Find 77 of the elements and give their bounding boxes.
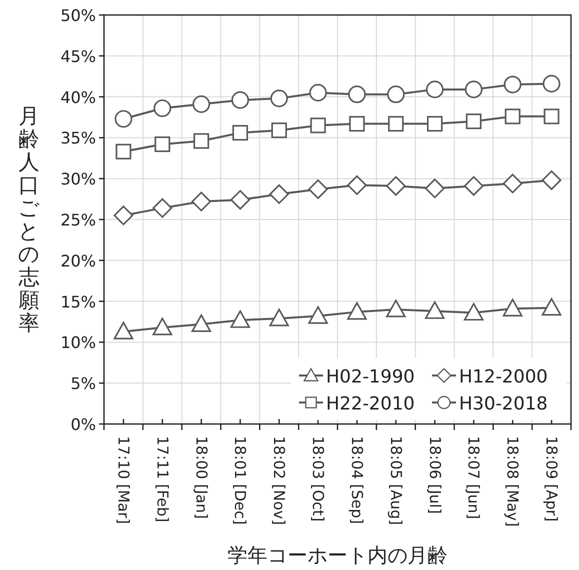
point <box>544 108 560 124</box>
x-axis-title: 学年コーホート内の月齢 <box>228 543 448 567</box>
point <box>192 95 210 113</box>
x-tick-label: 18:01 [Dec] <box>231 436 250 525</box>
point <box>269 308 289 326</box>
x-tick-label: 18:02 [Nov] <box>270 436 288 525</box>
point <box>464 80 483 98</box>
x-tick-label: 18:09 [Apr] <box>542 436 561 522</box>
x-tick-label: 18:07 [Jun] <box>464 436 483 520</box>
point <box>232 124 248 141</box>
x-tick-label: 18:06 [Jul] <box>426 436 444 514</box>
y-tick-label: 45% <box>60 46 96 66</box>
x-tick-label: 18:00 [Jan] <box>192 436 210 519</box>
text: 月齢人口ごとの志願率 <box>18 104 40 335</box>
point <box>424 178 445 198</box>
x-tick-label: 17:11 [Feb] <box>153 436 172 522</box>
legend-label: H30-2018 <box>459 394 548 414</box>
point <box>310 118 326 134</box>
point <box>504 76 522 94</box>
y-tick-label: 30% <box>60 170 96 189</box>
legend-label: H22-2010 <box>326 394 415 414</box>
point <box>464 176 484 196</box>
point <box>154 136 170 152</box>
point <box>464 302 484 321</box>
point <box>542 170 562 190</box>
point <box>466 114 482 130</box>
point <box>154 99 172 118</box>
point <box>152 318 172 336</box>
x-tick-label: 18:03 [Oct] <box>309 436 328 522</box>
point <box>193 133 210 149</box>
point <box>309 84 327 102</box>
x-tick-label: 17:10 [Mar] <box>114 436 132 524</box>
point <box>388 116 404 132</box>
point <box>270 90 288 108</box>
point <box>424 301 445 319</box>
y-tick-label: 0% <box>70 415 96 434</box>
point <box>349 116 365 132</box>
point <box>502 298 522 316</box>
point <box>502 174 522 194</box>
point <box>230 190 250 210</box>
point <box>191 192 212 212</box>
point <box>426 80 444 98</box>
point <box>114 110 132 128</box>
point <box>347 175 367 195</box>
point <box>269 184 289 204</box>
point <box>116 144 132 160</box>
point <box>308 306 328 324</box>
y-tick-label: 20% <box>60 251 96 270</box>
x-tick-label: 18:08 [May] <box>504 436 522 527</box>
point <box>191 314 212 332</box>
point <box>230 310 250 328</box>
point <box>387 86 405 104</box>
y-tick-label: 10% <box>60 333 96 352</box>
y-tick-label: 40% <box>60 88 96 107</box>
point <box>152 198 172 218</box>
point <box>348 86 366 104</box>
x-tick-label: 18:05 [Aug] <box>386 436 405 525</box>
point <box>542 74 560 93</box>
legend-label: H02-1990 <box>326 366 415 388</box>
point <box>114 322 134 340</box>
y-tick-label: 5% <box>70 374 96 394</box>
point <box>308 179 328 200</box>
point <box>386 300 406 318</box>
point <box>347 302 367 320</box>
point <box>386 176 406 196</box>
y-tick-label: 25% <box>60 210 96 230</box>
point <box>231 91 250 109</box>
x-tick-label: 18:04 [Sep] <box>348 436 366 524</box>
point <box>542 298 562 316</box>
y-tick-label: 15% <box>60 292 96 312</box>
y-tick-label: 35% <box>60 128 96 148</box>
point <box>426 116 443 132</box>
legend-label: H12-2000 <box>459 366 548 388</box>
point <box>114 206 134 226</box>
point <box>504 108 520 124</box>
point <box>271 122 287 138</box>
y-tick-label: 50% <box>60 6 96 25</box>
